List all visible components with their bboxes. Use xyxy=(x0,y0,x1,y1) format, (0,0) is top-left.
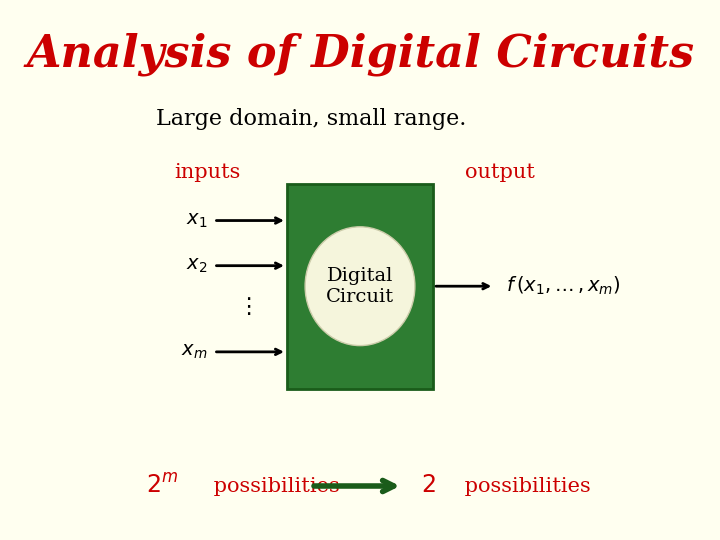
Text: $2^m$: $2^m$ xyxy=(146,474,179,498)
Text: possibilities: possibilities xyxy=(458,476,590,496)
Text: $x_1$: $x_1$ xyxy=(186,211,207,230)
Text: inputs: inputs xyxy=(174,163,240,183)
Bar xyxy=(287,184,433,389)
Text: Large domain, small range.: Large domain, small range. xyxy=(156,108,467,130)
Text: $2$: $2$ xyxy=(421,475,436,497)
Text: output: output xyxy=(465,163,535,183)
Text: Digital
Circuit: Digital Circuit xyxy=(326,267,394,306)
Text: $\vdots$: $\vdots$ xyxy=(237,296,251,318)
Text: Analysis of Digital Circuits: Analysis of Digital Circuits xyxy=(26,32,694,76)
Text: possibilities: possibilities xyxy=(207,476,341,496)
Text: $f\,(x_1,\ldots\,,x_m)$: $f\,(x_1,\ldots\,,x_m)$ xyxy=(506,275,621,298)
Text: $x_m$: $x_m$ xyxy=(181,343,207,361)
Ellipse shape xyxy=(305,227,415,346)
Text: $x_2$: $x_2$ xyxy=(186,256,207,275)
